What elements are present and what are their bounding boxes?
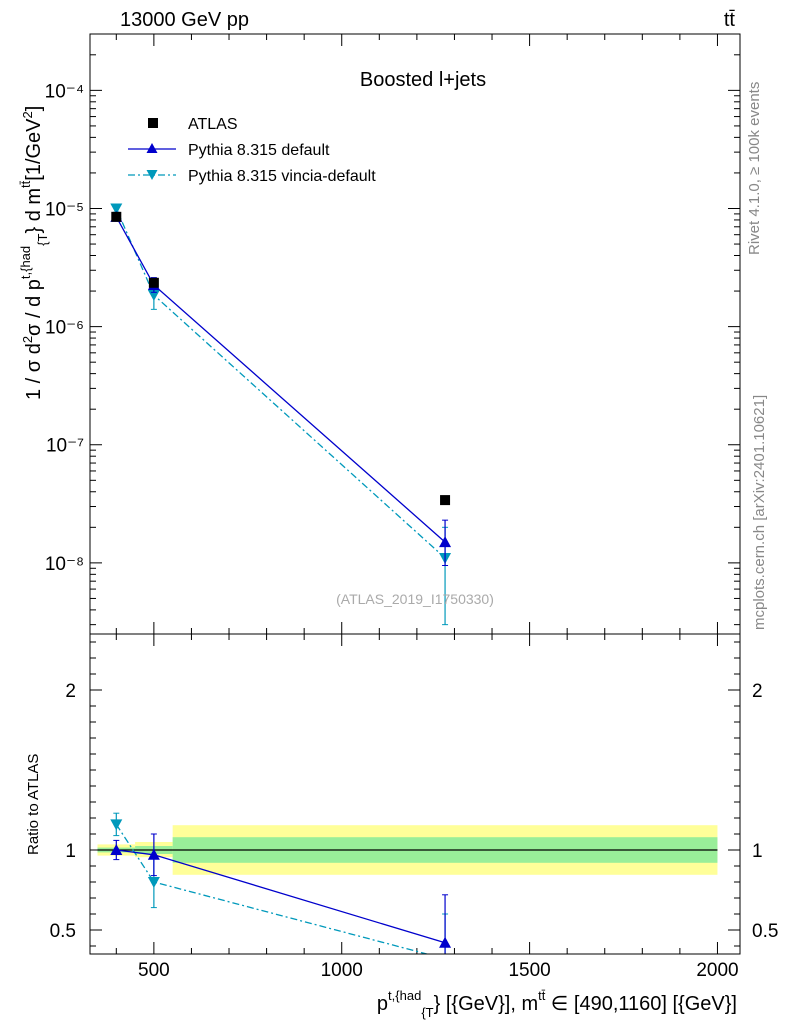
- ratio-point-pythia-8-315-default: [147, 848, 160, 860]
- ratio-y-tick-label-right: 0.5: [752, 921, 778, 942]
- rivet-version: Rivet 4.1.0, ≥ 100k events: [746, 82, 763, 255]
- main-panel: 10⁻⁸ 10⁻⁷ 10⁻⁶ 10⁻⁵ 10⁻⁴ Boosted l+jets (ATL…: [18, 33, 741, 635]
- y-tick-label: 10⁻⁵: [45, 199, 84, 220]
- main-point-atlas: [440, 495, 451, 506]
- ratio-point-pythia-8-315-vincia-default: [110, 819, 123, 831]
- ratio-point-pythia-8-315-vincia-default: [147, 877, 160, 888]
- y-tick-label: 10⁻⁸: [45, 554, 84, 575]
- x-tick-label: 2000: [696, 960, 738, 981]
- ratio-y-tick-label-right: 1: [752, 841, 763, 862]
- main-y-axis-label: 1 / σ d2σ / d pt,{had{T} d mtt̄[1/GeV2]: [18, 106, 50, 400]
- y-tick-label: 10⁻⁶: [45, 318, 84, 339]
- x-tick-label: 1500: [508, 960, 550, 981]
- header-left: 13000 GeV pp: [120, 9, 249, 31]
- ratio-y-tick-label-right: 2: [752, 681, 763, 702]
- ratio-frame: [89, 633, 741, 955]
- ratio-axis-ticks: 500 1000 1500 2000 0.5 0.5 1 1 2 2: [50, 634, 778, 981]
- main-point-pythia-8-315-default: [439, 536, 452, 548]
- legend-label-atlas: ATLAS: [188, 116, 238, 133]
- ratio-y-tick-label: 0.5: [50, 921, 76, 942]
- chart-title: Boosted l+jets: [360, 69, 486, 91]
- x-tick-label: 500: [138, 960, 170, 981]
- main-series-group: [110, 203, 452, 626]
- main-point-atlas: [111, 211, 122, 222]
- main-line-pythia-8-315-vincia-default: [115, 208, 446, 559]
- ratio-point-pythia-8-315-default: [439, 936, 452, 948]
- legend-marker-pythia-vincia: [146, 170, 158, 180]
- ratio-y-tick-label: 1: [65, 841, 76, 862]
- mcplots-reference: mcplots.cern.ch [arXiv:2401.10621]: [751, 395, 768, 630]
- main-point-pythia-8-315-vincia-default: [110, 203, 123, 215]
- analysis-watermark: (ATLAS_2019_I1750330): [336, 591, 494, 607]
- main-point-atlas: [148, 277, 159, 288]
- main-axis-ticks: 10⁻⁸ 10⁻⁷ 10⁻⁶ 10⁻⁵ 10⁻⁴: [45, 34, 740, 634]
- legend-marker-pythia-default: [146, 143, 158, 153]
- ratio-uncertainty-bands: [97, 825, 718, 875]
- legend-marker-atlas: [148, 118, 158, 128]
- x-axis-label: pt,{had{T} [{GeV}], mtt̄ ∈ [490,1160] [{…: [377, 988, 737, 1020]
- legend-label-pythia-vincia: Pythia 8.315 vincia-default: [188, 168, 376, 185]
- legend: ATLAS Pythia 8.315 default Pythia 8.315 …: [128, 116, 376, 185]
- ratio-y-tick-label: 2: [65, 681, 76, 702]
- main-line-pythia-8-315-default: [115, 216, 446, 543]
- ratio-series-group: [110, 812, 452, 954]
- header-right: tt̄: [724, 9, 736, 31]
- x-tick-label: 1000: [321, 960, 363, 981]
- ratio-panel: 500 1000 1500 2000 0.5 0.5 1 1 2 2 Ratio to ATLAS…: [25, 633, 778, 1020]
- ratio-y-axis-label: Ratio to ATLAS: [25, 754, 42, 855]
- y-tick-label: 10⁻⁴: [45, 81, 84, 102]
- y-tick-label: 10⁻⁷: [46, 436, 84, 457]
- ratio-point-pythia-8-315-default: [110, 844, 123, 855]
- legend-label-pythia-default: Pythia 8.315 default: [188, 142, 330, 159]
